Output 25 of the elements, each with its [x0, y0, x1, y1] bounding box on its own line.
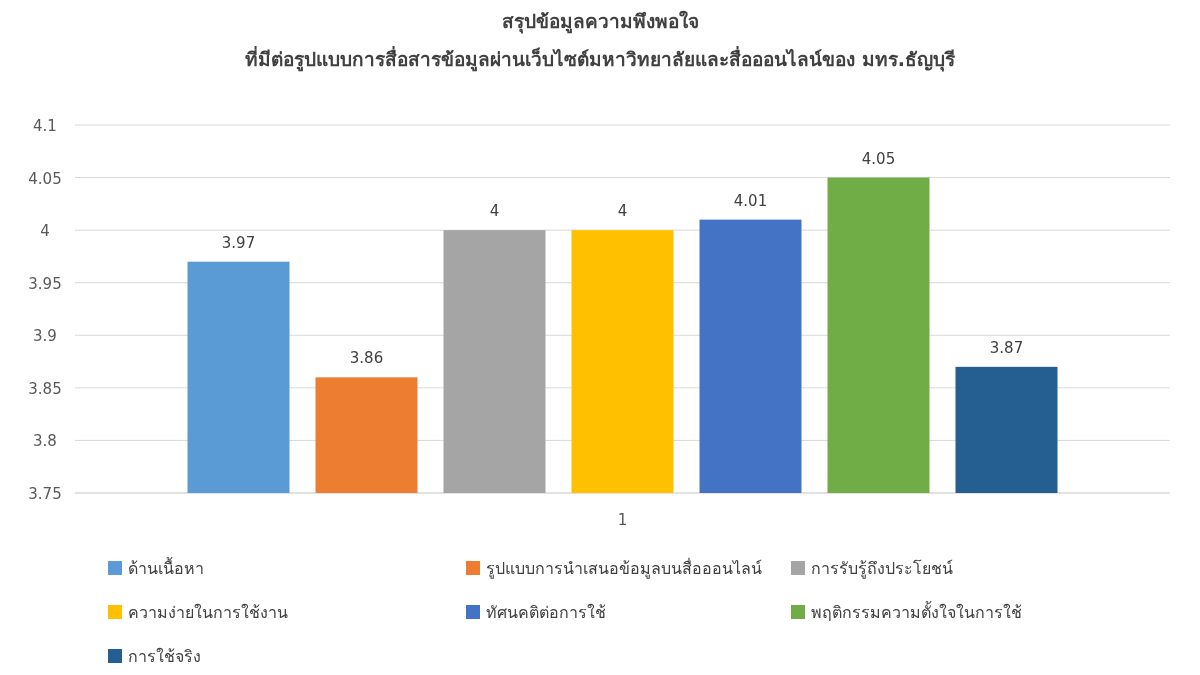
- legend-label: ความง่ายในการใช้งาน: [128, 603, 288, 622]
- y-tick-label: 4.05: [28, 169, 62, 188]
- x-tick-label: 1: [617, 511, 628, 529]
- y-tick-label: 3.75: [28, 485, 62, 503]
- y-tick-label: 3.9: [33, 327, 57, 346]
- y-tick-label: 4: [40, 222, 50, 241]
- legend-label: การใช้จริง: [128, 647, 201, 666]
- legend-label: พฤติกรรมความตั้งใจในการใช้: [811, 601, 1022, 622]
- data-label: 4: [489, 202, 500, 221]
- data-label: 3.87: [989, 338, 1024, 357]
- y-tick-label: 3.95: [28, 274, 62, 293]
- data-label: 3.97: [221, 233, 256, 252]
- legend-label: ทัศนคติต่อการใช้: [486, 603, 606, 622]
- legend-label: ด้านเนื้อหา: [128, 557, 204, 578]
- legend-label: การรับรู้ถึงประโยชน์: [811, 559, 953, 579]
- data-label: 4.01: [733, 191, 768, 210]
- chart-title: สรุปข้อมูลความพึงพอใจ: [501, 10, 699, 34]
- data-label: 4: [617, 202, 628, 221]
- data-label: 4.05: [861, 149, 896, 168]
- data-label: 3.86: [349, 349, 384, 368]
- legend-label: รูปแบบการนำเสนอข้อมูลบนสื่อออนไลน์: [486, 557, 762, 579]
- y-tick-label: 3.85: [28, 379, 62, 398]
- chart-subtitle: ที่มีต่อรูปแบบการสื่อสารข้อมูลผ่านเว็บไซต์มหาวิทยาลัยและสื่อออนไลน์ของ มทร.ธัญบุรี: [245, 46, 956, 72]
- y-tick-label: 4.1: [33, 117, 57, 135]
- y-tick-label: 3.8: [33, 432, 57, 451]
